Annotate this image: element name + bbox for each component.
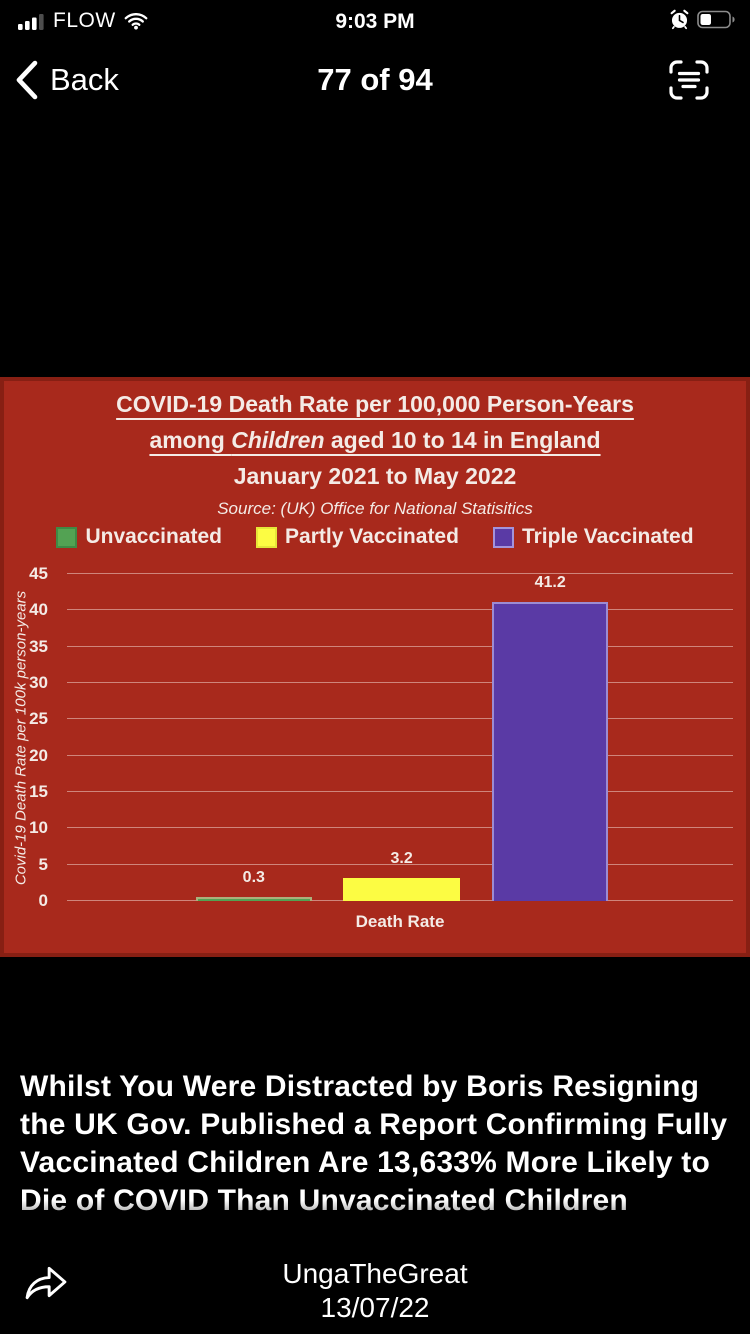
y-tick-label-35: 35	[29, 636, 48, 656]
back-label: Back	[50, 62, 119, 97]
bar-value-label-unvaccinated: 0.3	[242, 869, 265, 886]
gridline-40	[67, 609, 733, 611]
gridline-15	[67, 791, 733, 792]
gridline-30	[67, 682, 733, 683]
gridline-35	[67, 645, 733, 647]
gridline-45	[67, 573, 733, 574]
gridline-5	[67, 863, 733, 865]
y-tick-label-25: 25	[29, 709, 48, 729]
chart-title-line1: COVID-19 Death Rate per 100,000 Person-Y…	[116, 391, 634, 417]
y-tick-label-20: 20	[29, 745, 48, 765]
nav-bar: Back 77 of 94	[0, 44, 750, 120]
live-text-icon	[666, 58, 712, 102]
chart-image[interactable]: COVID-19 Death Rate per 100,000 Person-Y…	[0, 377, 750, 957]
plot-area: 0.3 3.2 41.2	[67, 573, 733, 901]
carrier-label: FLOW	[53, 9, 116, 32]
y-tick-label-40: 40	[29, 600, 48, 620]
y-tick-label-10: 10	[29, 818, 48, 838]
gridline-25	[67, 718, 733, 720]
legend-item-partly-vaccinated: Partly Vaccinated	[256, 525, 459, 549]
legend-item-unvaccinated: Unvaccinated	[56, 525, 222, 549]
y-axis-title: Covid-19 Death Rate per 100k person-year…	[12, 590, 30, 886]
legend-label-partly-vaccinated: Partly Vaccinated	[285, 525, 459, 548]
chart-title-line3: January 2021 to May 2022	[233, 463, 517, 489]
status-time: 9:03 PM	[335, 10, 415, 33]
chart-legend: Unvaccinated Partly Vaccinated Triple Vacc…	[4, 525, 746, 549]
bar-triple-vaccinated	[491, 601, 609, 901]
battery-icon	[697, 10, 736, 29]
back-button[interactable]: Back	[14, 58, 119, 102]
share-button[interactable]	[22, 1262, 70, 1304]
bar-value-label-triple-vaccinated: 41.2	[534, 573, 566, 591]
bar-value-label-partly-vaccinated: 3.2	[390, 849, 413, 867]
legend-swatch-partly-vaccinated	[256, 526, 278, 548]
legend-swatch-unvaccinated	[56, 526, 78, 548]
cellular-signal-icon	[18, 13, 45, 30]
y-tick-label-15: 15	[29, 782, 48, 801]
legend-label-triple-vaccinated: Triple Vaccinated	[521, 525, 694, 548]
share-forward-icon	[22, 1262, 70, 1304]
photo-date: 13/07/22	[320, 1292, 430, 1323]
status-bar: FLOW 9:03 PM	[0, 0, 750, 44]
legend-swatch-triple-vaccinated	[492, 526, 514, 548]
live-text-button[interactable]	[666, 58, 712, 102]
y-tick-label-45: 45	[29, 564, 48, 583]
y-tick-label-30: 30	[29, 673, 48, 692]
y-tick-label-0: 0	[38, 891, 48, 910]
photo-position-indicator: 77 of 94	[317, 62, 433, 97]
bar-unvaccinated	[195, 897, 313, 901]
legend-label-unvaccinated: Unvaccinated	[85, 525, 223, 548]
gridline-20	[67, 754, 733, 756]
y-tick-label-5: 5	[38, 854, 48, 874]
chevron-left-icon	[14, 58, 40, 102]
x-axis-title: Death Rate	[355, 912, 445, 931]
wifi-icon	[124, 12, 148, 30]
gridline-10	[67, 827, 733, 829]
alarm-clock-icon	[669, 9, 690, 30]
photo-caption: Whilst You Were Distracted by Boris Resi…	[20, 1070, 728, 1217]
chart-title-line2: among Children aged 10 to 14 in England	[149, 427, 601, 453]
y-axis: 0 5 10 15 20 25 30 35 40 45	[4, 564, 56, 910]
legend-item-triple-vaccinated: Triple Vaccinated	[492, 525, 694, 549]
chart-source-note: Source: (UK) Office for National Statisi…	[217, 499, 533, 518]
bar-partly-vaccinated	[343, 877, 460, 901]
photo-author: UngaTheGreat	[282, 1258, 468, 1289]
